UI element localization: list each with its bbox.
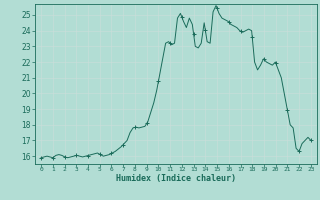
X-axis label: Humidex (Indice chaleur): Humidex (Indice chaleur) (116, 174, 236, 183)
